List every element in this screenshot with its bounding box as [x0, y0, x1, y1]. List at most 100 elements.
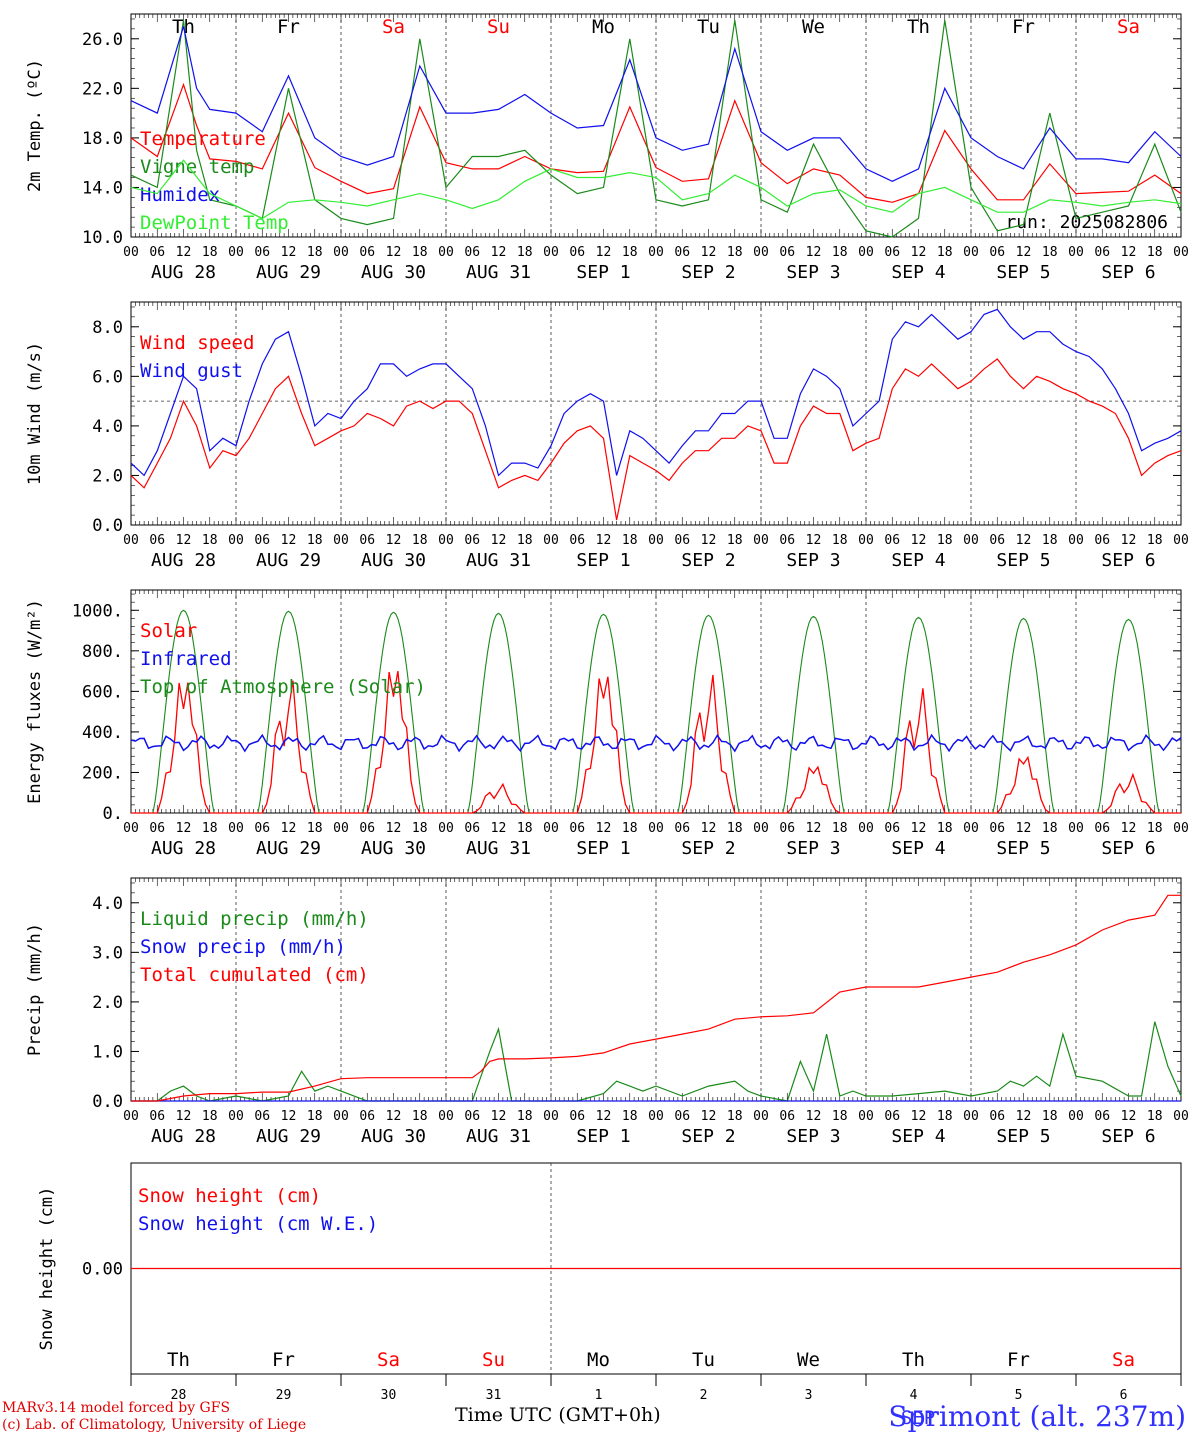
hour-tick-label: 06: [674, 821, 690, 836]
hour-tick-label: 12: [176, 533, 192, 548]
y-tick-label: 6.0: [92, 367, 123, 387]
hour-tick-label: 12: [1016, 821, 1032, 836]
hour-tick-label: 18: [202, 533, 218, 548]
day-number: 28: [171, 1388, 187, 1403]
hour-tick-label: 00: [753, 245, 769, 260]
date-label: AUG 28: [151, 1126, 216, 1147]
hour-tick-label: 12: [596, 533, 612, 548]
y-tick-label: 1.0: [92, 1042, 123, 1062]
y-tick-label: 0.0: [92, 1092, 123, 1112]
hour-tick-label: 18: [202, 821, 218, 836]
hour-tick-label: 18: [307, 533, 323, 548]
hour-tick-label: 12: [1016, 533, 1032, 548]
hour-tick-label: 18: [1147, 821, 1163, 836]
hour-tick-label: 18: [937, 821, 953, 836]
hour-tick-label: 00: [333, 245, 349, 260]
y-tick-label: 1000.: [72, 601, 123, 621]
series-line: [130, 733, 1182, 753]
hour-tick-label: 00: [1173, 1109, 1189, 1124]
day-number: 6: [1120, 1388, 1128, 1403]
day-name: Mo: [592, 16, 615, 38]
hour-tick-label: 18: [727, 1109, 743, 1124]
hour-tick-label: 18: [1147, 245, 1163, 260]
day-name: We: [797, 1349, 820, 1371]
hour-tick-label: 12: [806, 821, 822, 836]
date-label: AUG 30: [361, 550, 426, 571]
hour-tick-label: 00: [123, 245, 139, 260]
date-label: SEP 6: [1101, 838, 1155, 859]
date-label: SEP 4: [891, 838, 945, 859]
hour-tick-label: 00: [753, 1109, 769, 1124]
day-name: Tu: [692, 1349, 715, 1371]
day-name: Fr: [277, 16, 300, 38]
hour-tick-label: 12: [1016, 245, 1032, 260]
y-tick-label: 200.: [82, 763, 123, 783]
date-label: AUG 31: [466, 1126, 531, 1147]
hour-tick-label: 18: [412, 1109, 428, 1124]
date-label: AUG 30: [361, 1126, 426, 1147]
credits-line-1: MARv3.14 model forced by GFS: [2, 1400, 231, 1416]
hour-tick-label: 06: [149, 1109, 165, 1124]
hour-tick-label: 18: [832, 245, 848, 260]
day-name: Fr: [1007, 1349, 1030, 1371]
hour-tick-label: 12: [596, 1109, 612, 1124]
date-label: AUG 31: [466, 550, 531, 571]
hour-tick-label: 12: [491, 821, 507, 836]
day-name: We: [802, 16, 825, 38]
hour-tick-label: 18: [307, 245, 323, 260]
date-label: SEP 1: [576, 262, 630, 283]
date-label: SEP 2: [681, 1126, 735, 1147]
hour-tick-label: 18: [622, 1109, 638, 1124]
date-label: SEP 1: [576, 1126, 630, 1147]
legend-label: Top of Atmosphere (Solar): [140, 676, 426, 698]
hour-tick-label: 06: [359, 533, 375, 548]
hour-tick-label: 18: [832, 533, 848, 548]
hour-tick-label: 12: [281, 821, 297, 836]
credits: MARv3.14 model forced by GFS (c) Lab. of…: [2, 1400, 306, 1434]
hour-tick-label: 00: [228, 821, 244, 836]
day-number: 30: [381, 1388, 397, 1403]
hour-tick-label: 12: [491, 1109, 507, 1124]
hour-tick-label: 18: [1042, 821, 1058, 836]
date-label: SEP 3: [786, 262, 840, 283]
hour-tick-label: 00: [123, 821, 139, 836]
y-tick-label: 4.0: [92, 417, 123, 437]
series-line: [131, 670, 1181, 814]
station-name: Sprimont (alt. 237m): [888, 1400, 1186, 1433]
hour-tick-label: 00: [858, 1109, 874, 1124]
hour-tick-label: 00: [963, 245, 979, 260]
day-name: Sa: [1117, 16, 1140, 38]
hour-tick-label: 00: [438, 245, 454, 260]
hour-tick-label: 06: [989, 1109, 1005, 1124]
y-tick-label: 0.: [103, 804, 123, 824]
hour-tick-label: 12: [911, 533, 927, 548]
y-tick-label: 10.0: [82, 228, 123, 248]
day-name: Sa: [382, 16, 405, 38]
y-tick-label: 4.0: [92, 894, 123, 914]
hour-tick-label: 12: [176, 821, 192, 836]
hour-tick-label: 18: [202, 1109, 218, 1124]
hour-tick-label: 18: [412, 821, 428, 836]
hour-tick-label: 12: [176, 245, 192, 260]
hour-tick-label: 12: [596, 821, 612, 836]
hour-tick-label: 06: [884, 245, 900, 260]
hour-tick-label: 12: [701, 1109, 717, 1124]
day-number: 29: [276, 1388, 292, 1403]
hour-tick-label: 12: [701, 533, 717, 548]
hour-tick-label: 18: [307, 1109, 323, 1124]
day-number: 2: [700, 1388, 708, 1403]
y-tick-label: 0.00: [82, 1260, 123, 1280]
hour-tick-label: 06: [464, 533, 480, 548]
hour-tick-label: 12: [911, 821, 927, 836]
hour-tick-label: 12: [386, 821, 402, 836]
hour-tick-label: 06: [989, 821, 1005, 836]
date-label: SEP 5: [996, 838, 1050, 859]
hour-tick-label: 00: [123, 1109, 139, 1124]
hour-tick-label: 00: [1068, 533, 1084, 548]
day-name: Su: [482, 1349, 505, 1371]
legend-label: Total cumulated (cm): [140, 964, 369, 986]
hour-tick-label: 18: [727, 245, 743, 260]
hour-tick-label: 12: [491, 245, 507, 260]
hour-tick-label: 12: [1016, 1109, 1032, 1124]
hour-tick-label: 00: [648, 821, 664, 836]
